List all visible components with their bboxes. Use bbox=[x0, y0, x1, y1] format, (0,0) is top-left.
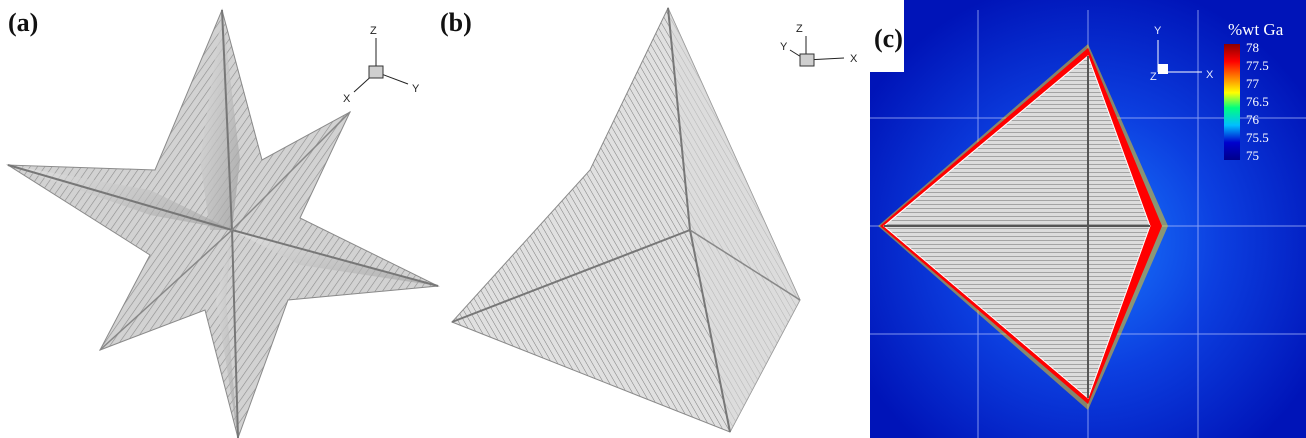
axis-label-y: Y bbox=[1154, 25, 1162, 37]
colorbar-tick: 76.5 bbox=[1246, 94, 1269, 109]
axis-label-z: Z bbox=[370, 25, 377, 37]
axis-label-y: Y bbox=[780, 41, 788, 53]
axis-label-x: X bbox=[850, 53, 858, 65]
colorbar-tick: 75.5 bbox=[1246, 130, 1269, 145]
colorbar-title: %wt Ga bbox=[1228, 20, 1284, 39]
colorbar bbox=[1224, 44, 1240, 160]
colorbar-tick: 75 bbox=[1246, 148, 1259, 163]
colorbar-tick: 77.5 bbox=[1246, 58, 1269, 73]
colorbar-tick: 76 bbox=[1246, 112, 1259, 127]
axis-label-x: X bbox=[1206, 69, 1214, 81]
axis-label-z: Z bbox=[796, 23, 803, 35]
axis-label-x: X bbox=[343, 93, 351, 105]
axis-label-z: Z bbox=[1150, 71, 1157, 83]
panel-label-a: (a) bbox=[8, 8, 39, 37]
dendrite-pyramid-b: Z Y X bbox=[451, 6, 858, 433]
panel-a: Z Y X (a) bbox=[0, 0, 440, 438]
axis-label-y: Y bbox=[412, 83, 420, 95]
panel-label-b: (b) bbox=[440, 8, 472, 37]
dendrite-arms-b bbox=[451, 6, 801, 433]
dendrite-star-a: Z Y X bbox=[6, 8, 440, 438]
panel-label-c: (c) bbox=[874, 24, 903, 53]
axis-triad-b: Z Y X bbox=[780, 23, 858, 67]
dendrite-arms-a bbox=[6, 8, 440, 438]
colorbar-tick: 78 bbox=[1246, 40, 1259, 55]
colorbar-tick: 77 bbox=[1246, 76, 1259, 91]
axis-triad-a: Z Y X bbox=[343, 25, 420, 105]
panel-c: Y X Z (c) %wt Ga 78 77.5 77 76.5 76 75.5… bbox=[870, 0, 1306, 438]
concentration-field-c: Y X Z bbox=[870, 0, 1306, 438]
panel-b: Z Y X (b) bbox=[440, 0, 870, 438]
axis-triad-c: Y X Z bbox=[1150, 25, 1214, 83]
